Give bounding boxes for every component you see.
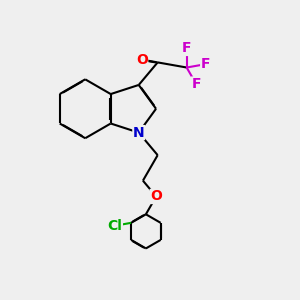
Text: O: O — [150, 189, 162, 203]
Text: F: F — [201, 57, 210, 71]
Text: F: F — [191, 77, 201, 91]
Text: O: O — [136, 52, 148, 67]
Text: F: F — [182, 41, 191, 56]
Text: Cl: Cl — [107, 219, 122, 233]
Text: N: N — [133, 126, 145, 140]
